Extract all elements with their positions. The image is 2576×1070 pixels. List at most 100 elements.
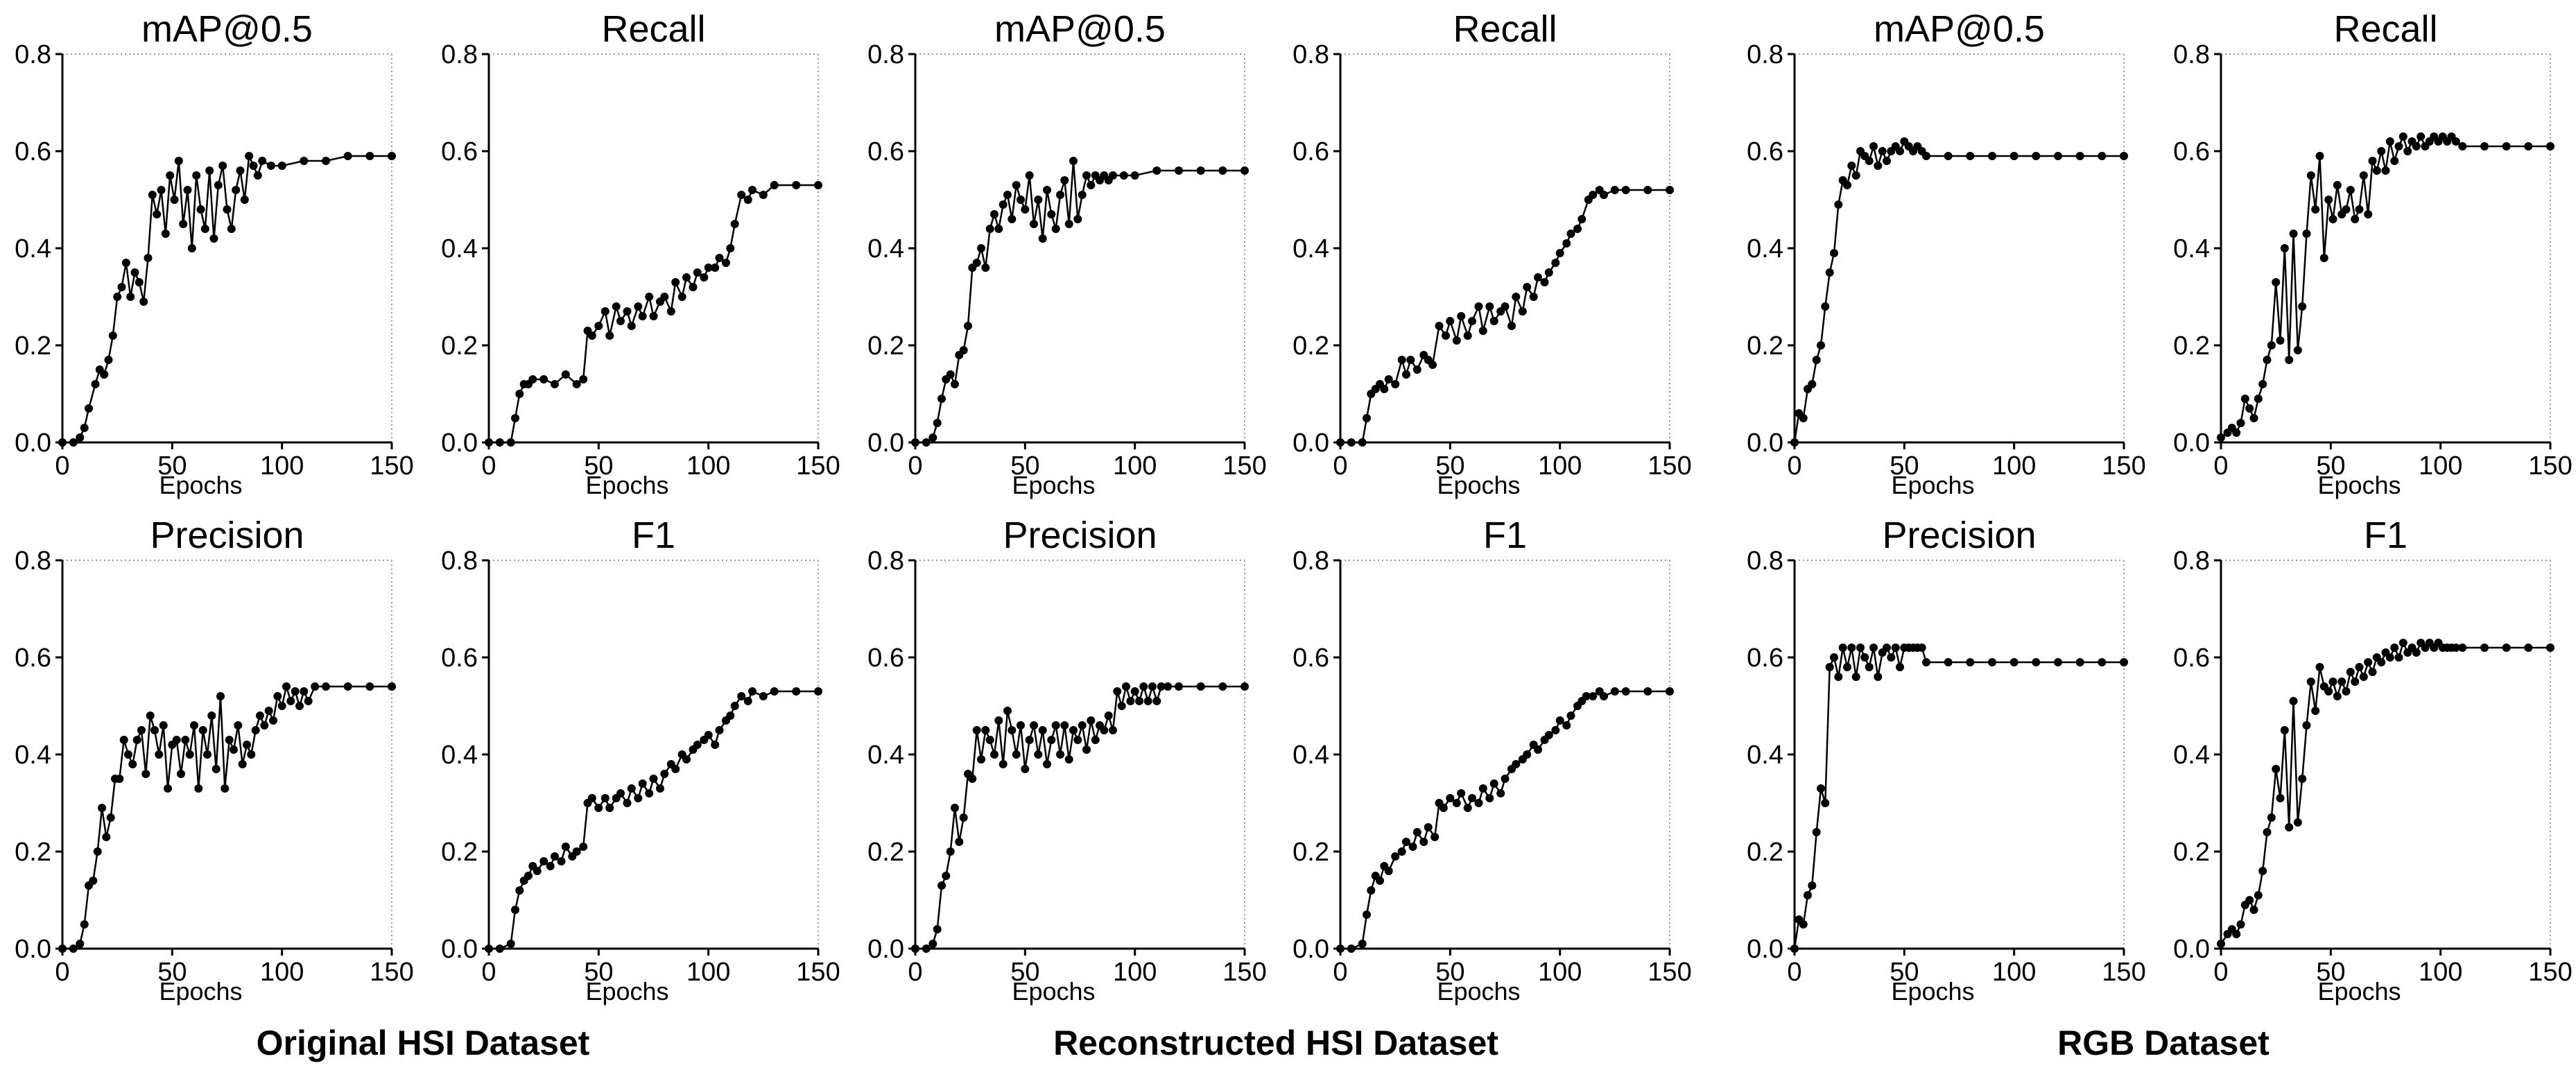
- data-point: [700, 273, 709, 282]
- y-tick-label: 0.0: [1293, 429, 1329, 458]
- x-tick-label: 50: [2316, 958, 2345, 987]
- data-point: [587, 794, 596, 802]
- data-point: [106, 813, 115, 822]
- y-tick-label: 0.0: [441, 935, 478, 964]
- data-point: [572, 380, 581, 388]
- data-point: [528, 375, 537, 383]
- data-point: [605, 331, 614, 340]
- data-point: [623, 799, 632, 807]
- x-tick-label: 150: [1648, 958, 1691, 987]
- data-point: [600, 307, 610, 316]
- data-point: [1621, 687, 1630, 696]
- y-tick-label: 0.6: [441, 137, 478, 166]
- data-point: [119, 736, 128, 744]
- data-point: [1555, 249, 1564, 257]
- data-point: [2359, 673, 2368, 681]
- data-point: [1988, 152, 1996, 160]
- data-point: [985, 225, 994, 233]
- data-point: [1164, 682, 1173, 691]
- data-point: [286, 697, 295, 705]
- data-point: [968, 775, 977, 783]
- data-point: [258, 157, 267, 165]
- data-point: [104, 356, 113, 364]
- data-point: [282, 682, 291, 691]
- data-point: [2368, 668, 2377, 676]
- data-point: [1056, 750, 1064, 759]
- data-point: [1666, 687, 1674, 696]
- data-point: [190, 721, 198, 730]
- x-tick-label: 150: [2102, 451, 2145, 481]
- x-tick-label: 0: [1333, 451, 1347, 481]
- data-point: [1489, 317, 1498, 325]
- data-point: [1589, 692, 1598, 700]
- data-point: [770, 687, 779, 696]
- data-point: [2289, 697, 2298, 705]
- data-point: [792, 181, 801, 189]
- data-point: [1196, 166, 1205, 175]
- y-tick-label: 0.0: [1747, 935, 1783, 964]
- data-point: [2054, 658, 2062, 666]
- data-point: [1064, 220, 1073, 228]
- data-point: [2368, 157, 2377, 165]
- data-point: [2394, 653, 2403, 662]
- data-point: [132, 736, 141, 744]
- data-point: [1446, 317, 1455, 325]
- data-point: [1363, 414, 1371, 422]
- data-point: [1834, 200, 1843, 209]
- data-point: [98, 804, 106, 812]
- x-tick-label: 0: [481, 958, 496, 987]
- data-point: [2263, 356, 2272, 364]
- data-point: [1078, 721, 1087, 730]
- data-point: [1485, 794, 1494, 802]
- y-tick-label: 0.6: [1747, 644, 1783, 673]
- data-point: [113, 293, 122, 301]
- data-point: [155, 750, 164, 759]
- data-point: [1838, 644, 1847, 652]
- data-point: [1087, 181, 1096, 189]
- data-point: [2364, 658, 2373, 666]
- data-point: [1988, 658, 1996, 666]
- data-point: [200, 225, 209, 233]
- data-point: [1589, 191, 1598, 199]
- data-point: [977, 755, 985, 763]
- data-point: [322, 682, 330, 691]
- series-line-f1: [489, 690, 818, 950]
- x-tick-label: 100: [1992, 451, 2036, 481]
- data-point: [677, 293, 686, 301]
- data-point: [1523, 283, 1532, 291]
- data-point: [722, 259, 730, 267]
- data-point: [1358, 940, 1367, 948]
- data-point: [135, 278, 144, 286]
- data-point: [2245, 404, 2254, 413]
- data-point: [1135, 697, 1143, 705]
- data-point: [1812, 828, 1821, 836]
- data-point: [1518, 307, 1527, 316]
- x-tick-label: 100: [1992, 958, 2036, 987]
- data-point: [198, 726, 207, 734]
- data-point: [693, 741, 702, 749]
- data-point: [1347, 944, 1356, 953]
- data-point: [2306, 678, 2315, 686]
- data-point: [933, 925, 942, 933]
- data-point: [1463, 804, 1472, 812]
- data-point: [616, 317, 625, 325]
- data-point: [1113, 687, 1122, 696]
- data-point: [1419, 838, 1428, 846]
- x-tick-label: 100: [686, 451, 730, 481]
- data-point: [2346, 186, 2355, 194]
- y-tick-label: 0.8: [867, 40, 904, 69]
- data-point: [1003, 707, 1012, 715]
- data-point: [2364, 210, 2373, 218]
- data-point: [1109, 171, 1117, 180]
- y-tick-label: 0.2: [867, 331, 904, 361]
- data-point: [2342, 205, 2351, 214]
- data-point: [524, 872, 533, 880]
- data-point: [1091, 736, 1100, 744]
- data-point: [1874, 673, 1883, 681]
- data-point: [2351, 215, 2360, 223]
- data-point: [999, 200, 1008, 209]
- data-point: [1376, 877, 1384, 885]
- data-point: [139, 297, 148, 306]
- data-point: [2254, 891, 2263, 899]
- data-point: [177, 770, 185, 778]
